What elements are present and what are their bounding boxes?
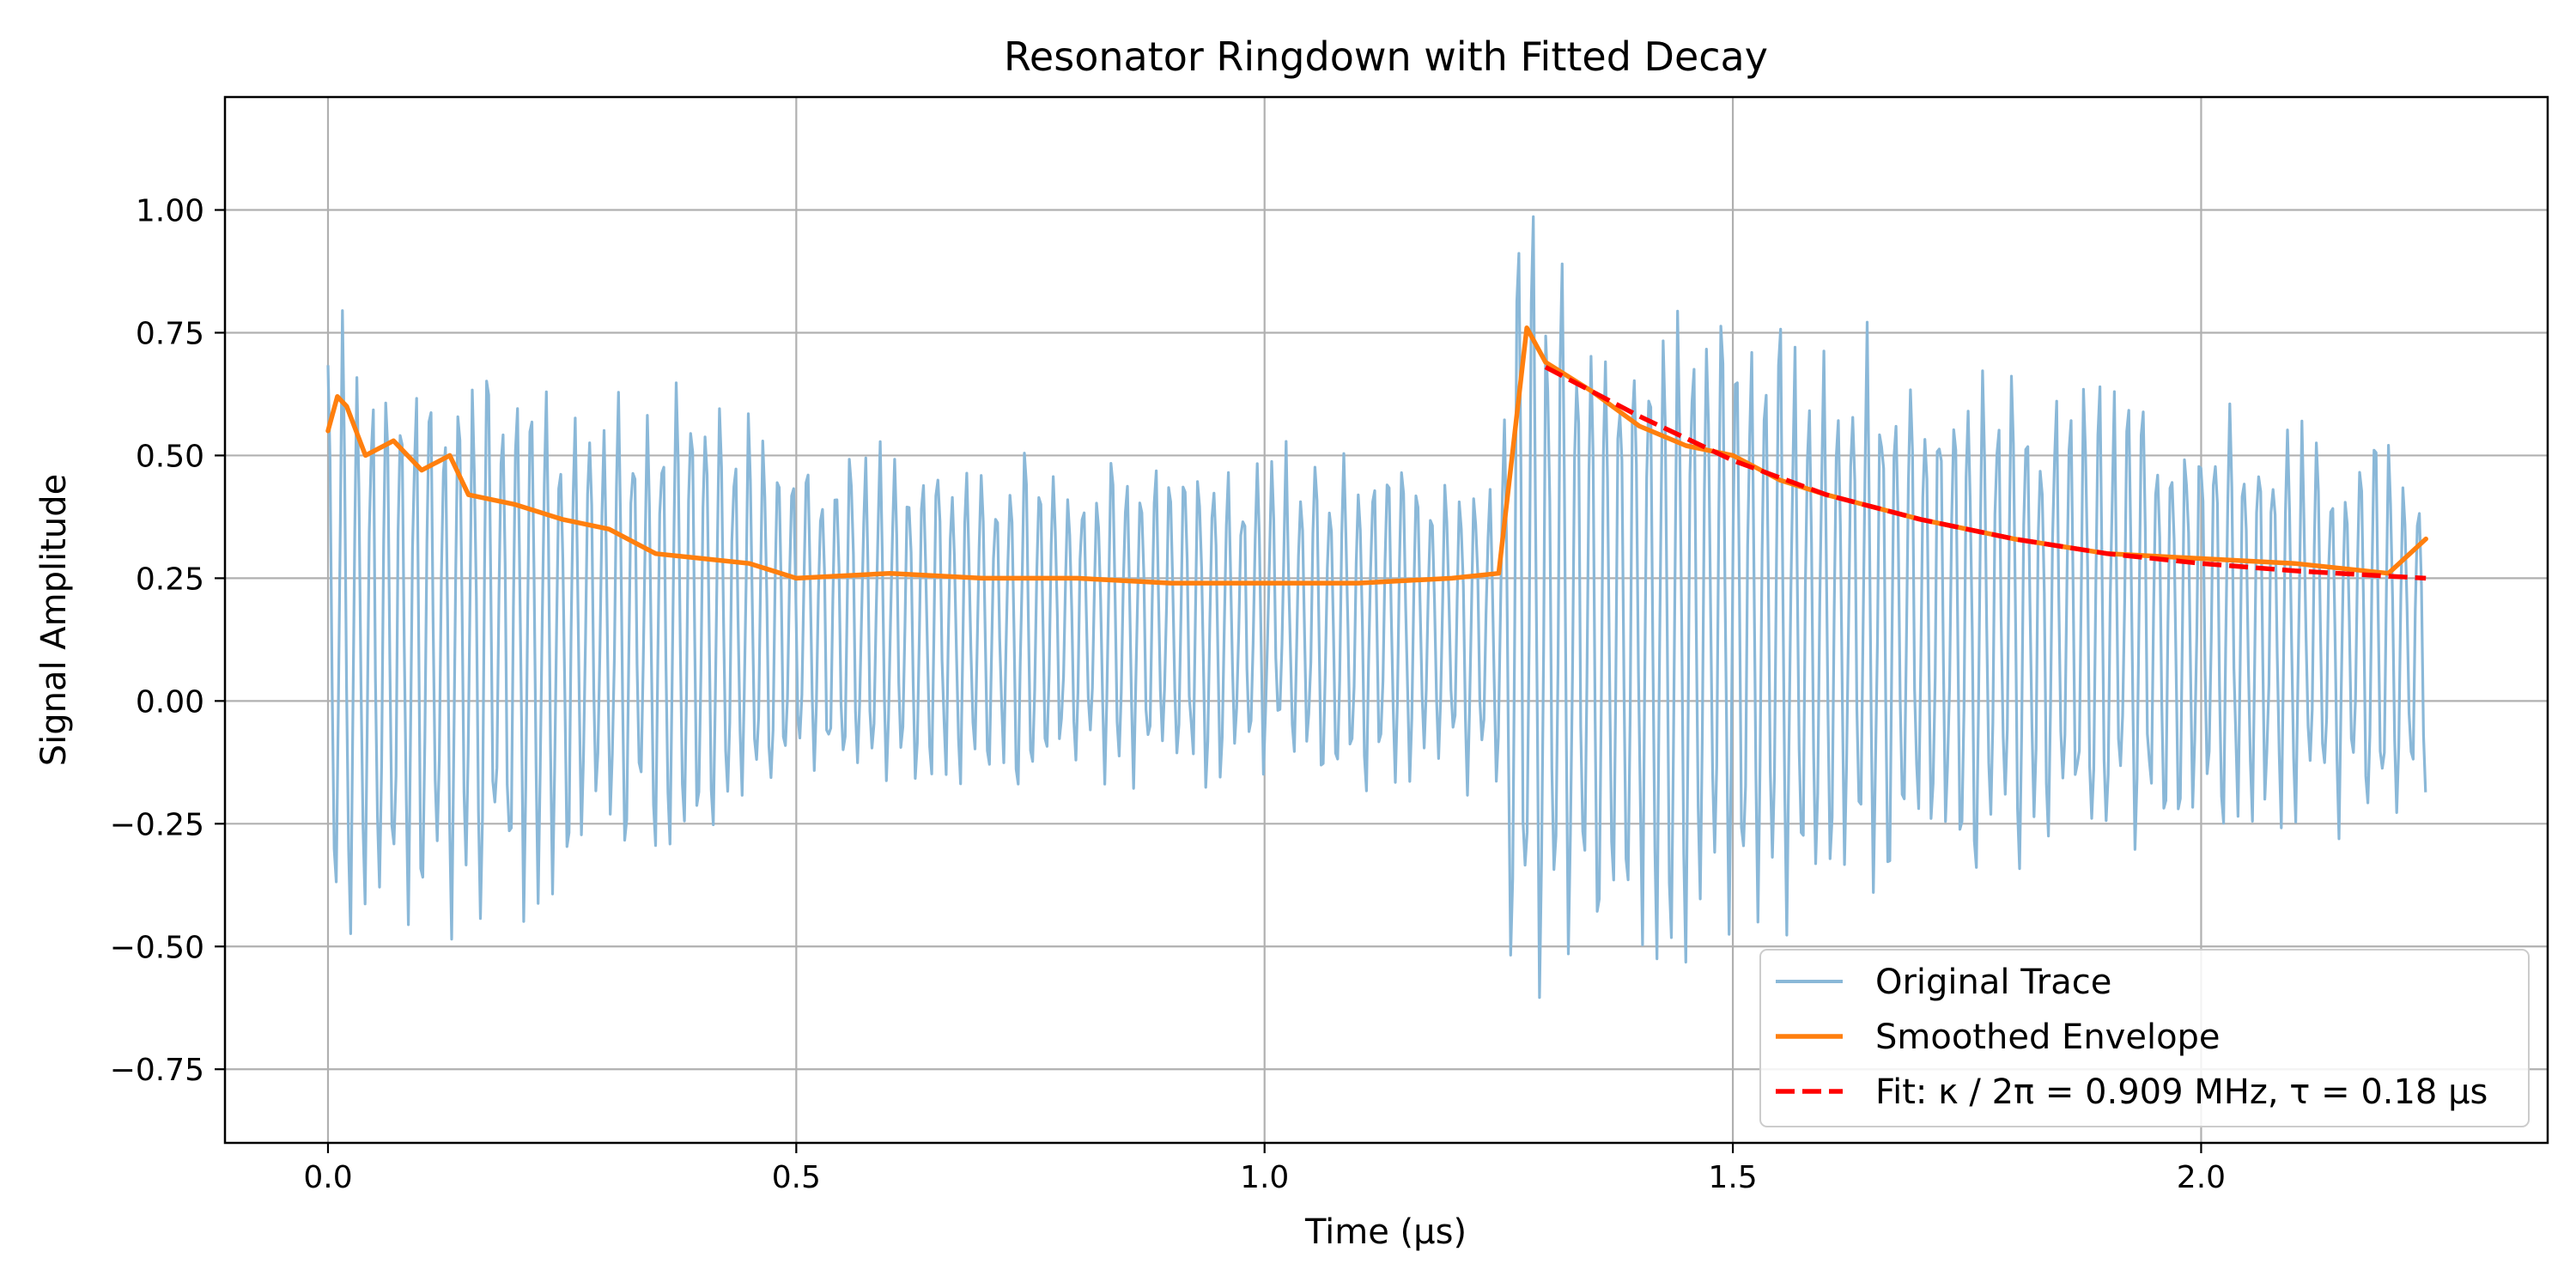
x-axis-label: Time (μs) — [1304, 1212, 1467, 1252]
y-tick-label: −0.75 — [110, 1053, 204, 1088]
y-tick-label: −0.25 — [110, 807, 204, 842]
axis-ticks: 0.0 0.5 1.0 1.5 2.0 1.00 0.75 0.50 0.25 0.00 −0.25… — [110, 194, 2226, 1195]
original-trace-line — [326, 215, 2427, 999]
legend-original-trace-label: Original Trace — [1875, 963, 2111, 1002]
x-tick-label: 0.5 — [772, 1160, 821, 1195]
chart-title: Resonator Ringdown with Fitted Decay — [1004, 33, 1768, 80]
x-tick-label: 1.0 — [1240, 1160, 1289, 1195]
y-tick-label: 1.00 — [136, 194, 204, 229]
y-tick-label: −0.50 — [110, 930, 204, 965]
legend-smoothed-envelope-label: Smoothed Envelope — [1875, 1018, 2221, 1057]
legend: Original Trace Smoothed Envelope Fit: κ / … — [1759, 949, 2530, 1127]
y-axis-label: Signal Amplitude — [34, 474, 74, 767]
y-tick-label: 0.25 — [136, 562, 204, 597]
x-tick-label: 1.5 — [1708, 1160, 1757, 1195]
plot-frame — [223, 95, 2549, 1145]
fit-curve-line — [1544, 365, 2427, 581]
legend-box — [1759, 949, 2530, 1127]
series-layer — [325, 215, 2428, 999]
x-tick-label: 2.0 — [2177, 1160, 2226, 1195]
y-tick-label: 0.50 — [136, 439, 204, 474]
x-tick-label: 0.0 — [303, 1160, 352, 1195]
y-tick-label: 0.75 — [136, 316, 204, 351]
legend-fit-label: Fit: κ / 2π = 0.909 MHz, τ = 0.18 μs — [1875, 1072, 2488, 1112]
y-tick-label: 0.00 — [136, 684, 204, 720]
